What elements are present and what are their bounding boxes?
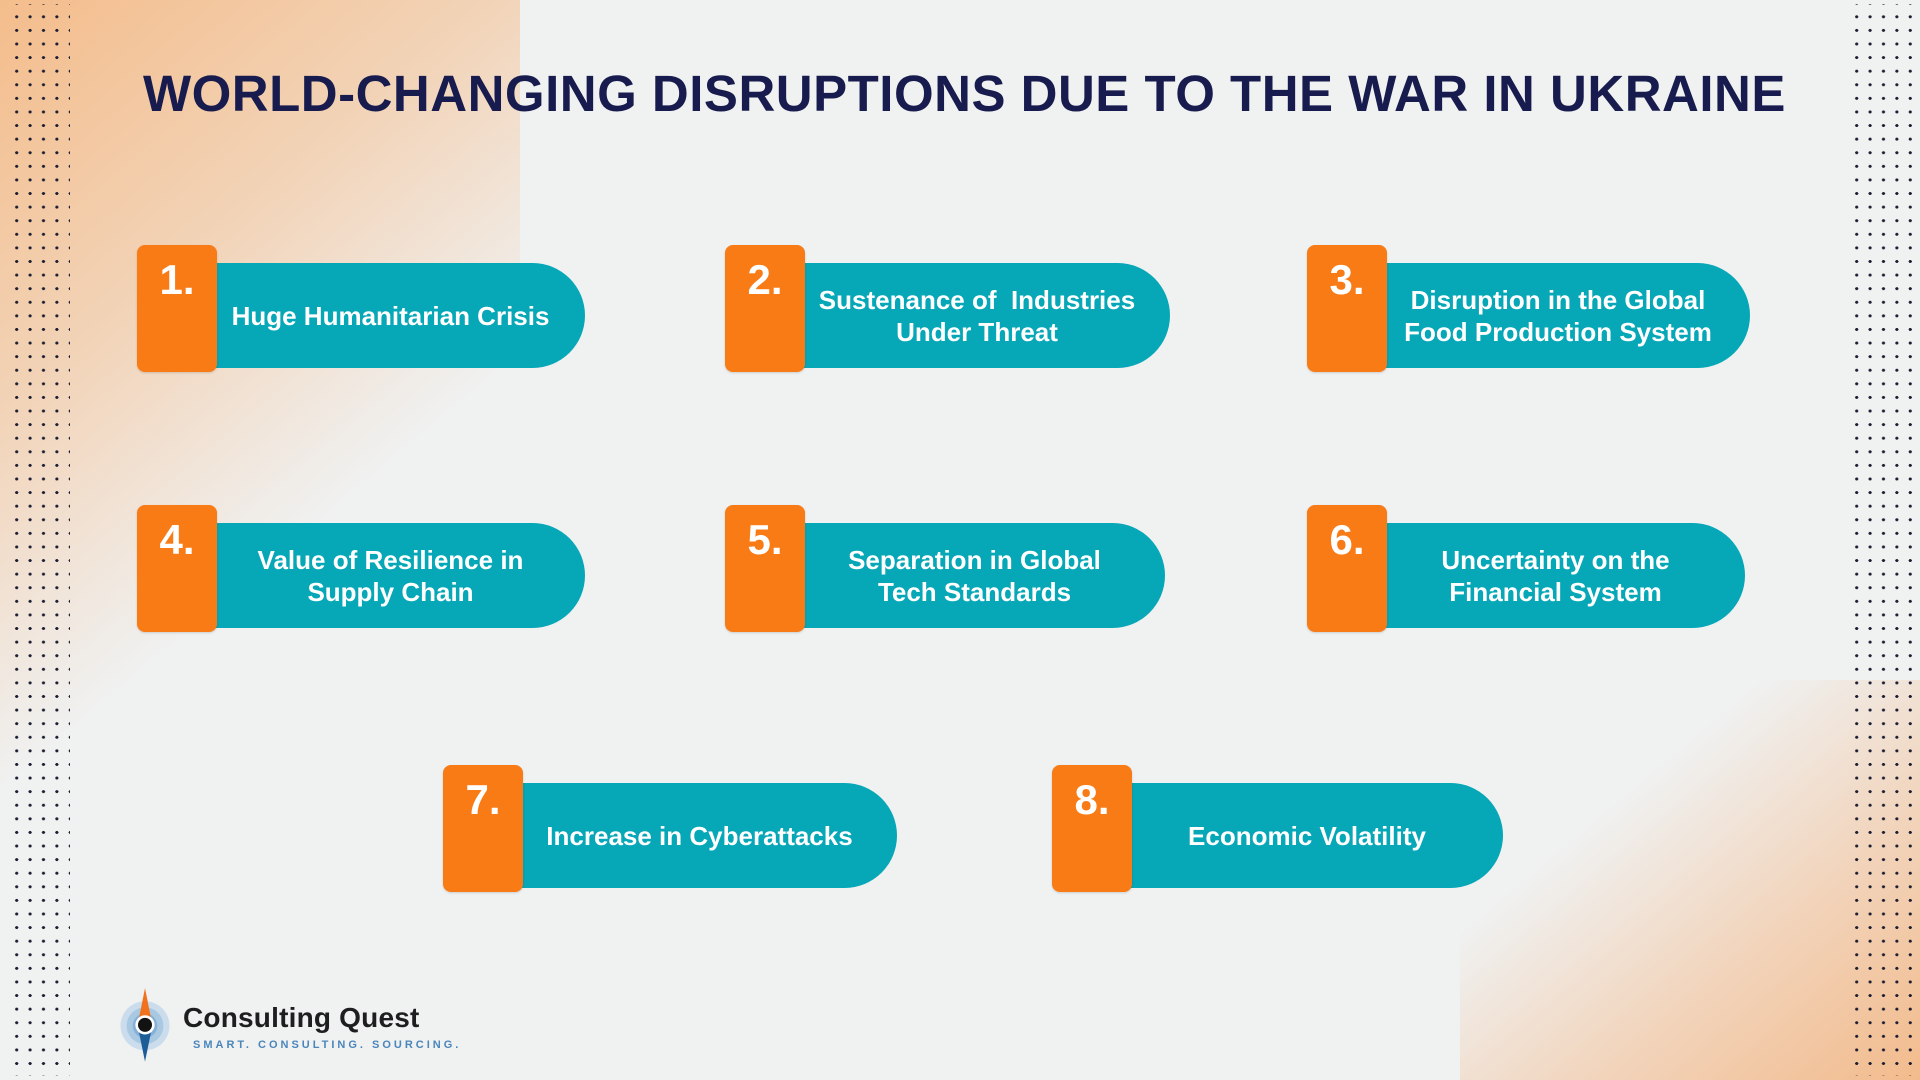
item-pill: Huge Humanitarian Crisis [200,263,585,368]
item-pill: Increase in Cyberattacks [506,783,897,888]
item-pill: Separation in Global Tech Standards [788,523,1165,628]
corner-glow-top-left [0,0,520,840]
item-number-badge: 3. [1307,245,1387,372]
item-number: 1. [159,256,195,303]
disruption-item-5: Separation in Global Tech Standards 5. [725,505,1245,635]
item-label-line: Tech Standards [877,576,1072,607]
item-number-badge: 1. [137,245,217,372]
dot-pattern-left [6,4,70,1076]
item-label-line: Sustenance of Industries [818,284,1136,315]
item-number-badge: 7. [443,765,523,892]
item-label-line: Disruption in the Global [1410,284,1706,315]
item-number: 3. [1329,256,1365,303]
item-label-line: Economic Volatility [1188,820,1426,851]
compass-icon [120,988,170,1062]
item-pill: Value of Resilience in Supply Chain [200,523,585,628]
disruption-item-6: Uncertainty on the Financial System 6. [1307,505,1827,635]
logo-tagline: SMART. CONSULTING. SOURCING. [193,1038,462,1051]
item-label-line: Value of Resilience in [257,544,524,575]
item-pill: Disruption in the Global Food Production… [1370,263,1750,368]
logo-brand-name: Consulting Quest [183,1002,420,1034]
item-number: 7. [465,776,501,823]
item-number-badge: 4. [137,505,217,632]
item-label-line: Huge Humanitarian Crisis [231,300,550,331]
item-number-badge: 2. [725,245,805,372]
disruption-item-7: Increase in Cyberattacks 7. [443,765,963,895]
item-label-line: Separation in Global [848,544,1101,575]
item-pill: Sustenance of Industries Under Threat [788,263,1170,368]
item-label-line: Under Threat [896,316,1058,347]
item-number-badge: 5. [725,505,805,632]
dot-pattern-right [1846,4,1920,1076]
item-number: 4. [159,516,195,563]
item-number: 2. [747,256,783,303]
item-number-badge: 8. [1052,765,1132,892]
item-pill: Economic Volatility [1115,783,1503,888]
disruption-item-2: Sustenance of Industries Under Threat 2. [725,245,1245,375]
item-label-line: Increase in Cyberattacks [546,820,853,851]
disruption-item-4: Value of Resilience in Supply Chain 4. [137,505,657,635]
item-label-line: Uncertainty on the [1441,544,1670,575]
item-number-badge: 6. [1307,505,1387,632]
consulting-quest-logo: Consulting Quest SMART. CONSULTING. SOUR… [117,985,461,1063]
disruption-item-1: Huge Humanitarian Crisis 1. [137,245,657,375]
disruption-item-3: Disruption in the Global Food Production… [1307,245,1827,375]
item-pill: Uncertainty on the Financial System [1370,523,1745,628]
item-label-line: Supply Chain [307,576,474,607]
item-number: 5. [747,516,783,563]
disruption-item-8: Economic Volatility 8. [1052,765,1572,895]
item-label-line: Food Production System [1404,316,1712,347]
item-label-line: Financial System [1449,576,1662,607]
item-number: 6. [1329,516,1365,563]
page-title: WORLD-CHANGING DISRUPTIONS DUE TO THE WA… [143,65,1786,122]
item-number: 8. [1074,776,1110,823]
logo-text: Consulting Quest SMART. CONSULTING. SOUR… [183,997,461,1051]
